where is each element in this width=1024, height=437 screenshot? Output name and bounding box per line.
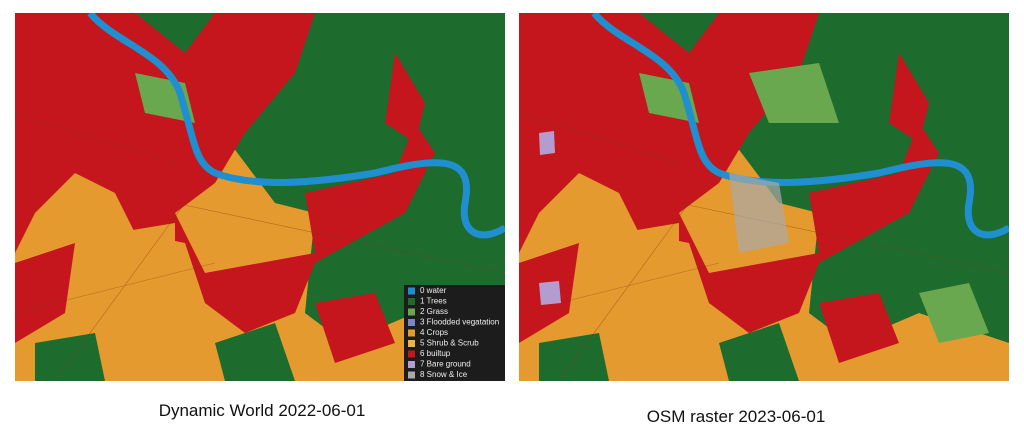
caption: OSM raster 2023-06-01 bbox=[647, 407, 826, 426]
legend-swatch bbox=[408, 340, 415, 347]
legend-swatch bbox=[408, 329, 415, 337]
legend-swatch bbox=[408, 298, 415, 305]
legend-label: 6 builtup bbox=[420, 349, 451, 358]
legend-label: 3 Floodded vegatation bbox=[420, 318, 499, 327]
legend-label: 2 Grass bbox=[420, 307, 448, 316]
legend-swatch bbox=[408, 361, 415, 368]
map-right bbox=[519, 13, 1009, 381]
legend-label: 1 Trees bbox=[420, 297, 447, 306]
legend-swatch bbox=[408, 371, 415, 379]
legend-box bbox=[404, 285, 505, 381]
legend-swatch bbox=[408, 287, 415, 295]
legend-swatch bbox=[408, 319, 415, 326]
legend-label: 7 Bare ground bbox=[420, 360, 471, 369]
legend-swatch bbox=[408, 308, 415, 316]
legend-label: 4 Crops bbox=[420, 328, 448, 337]
legend-label: 5 Shrub & Scrub bbox=[420, 339, 479, 348]
legend-label: 0 water bbox=[420, 286, 447, 295]
legend-label: 8 Snow & Ice bbox=[420, 370, 468, 379]
caption: Dynamic World 2022-06-01 bbox=[159, 401, 366, 420]
legend-swatch bbox=[408, 350, 415, 358]
